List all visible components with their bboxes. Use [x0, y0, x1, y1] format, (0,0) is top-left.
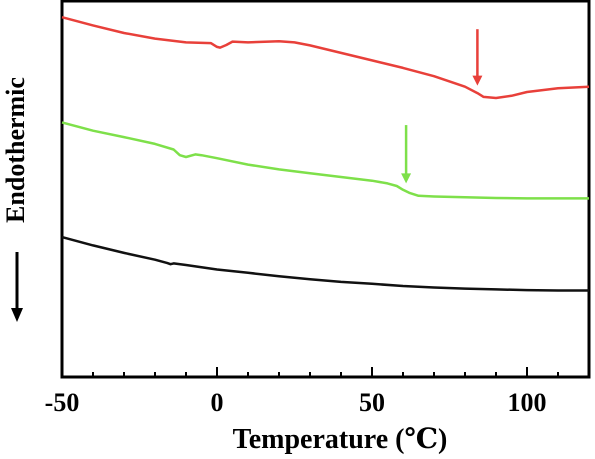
- series-layer: [61, 15, 590, 292]
- x-tick-labels: -50 0 50 100: [45, 388, 547, 417]
- transition-arrow-2: [401, 125, 412, 184]
- y-axis-title: Endothermic: [1, 77, 30, 223]
- series-line-2: [61, 121, 589, 200]
- series-line-1: [61, 15, 590, 100]
- x-axis-title: Temperature (℃): [233, 424, 448, 455]
- x-tick-label: -50: [45, 388, 80, 417]
- x-tick-label: 0: [211, 388, 224, 417]
- x-tick-label: 50: [359, 388, 385, 417]
- transition-arrow-1: [472, 29, 483, 86]
- series-line-3: [61, 235, 589, 292]
- plot-frame: [60, 0, 591, 379]
- y-axis-down-arrow: [11, 252, 23, 322]
- x-ticks: [61, 367, 590, 377]
- annotation-layer: [401, 29, 483, 184]
- x-tick-label: 100: [508, 388, 547, 417]
